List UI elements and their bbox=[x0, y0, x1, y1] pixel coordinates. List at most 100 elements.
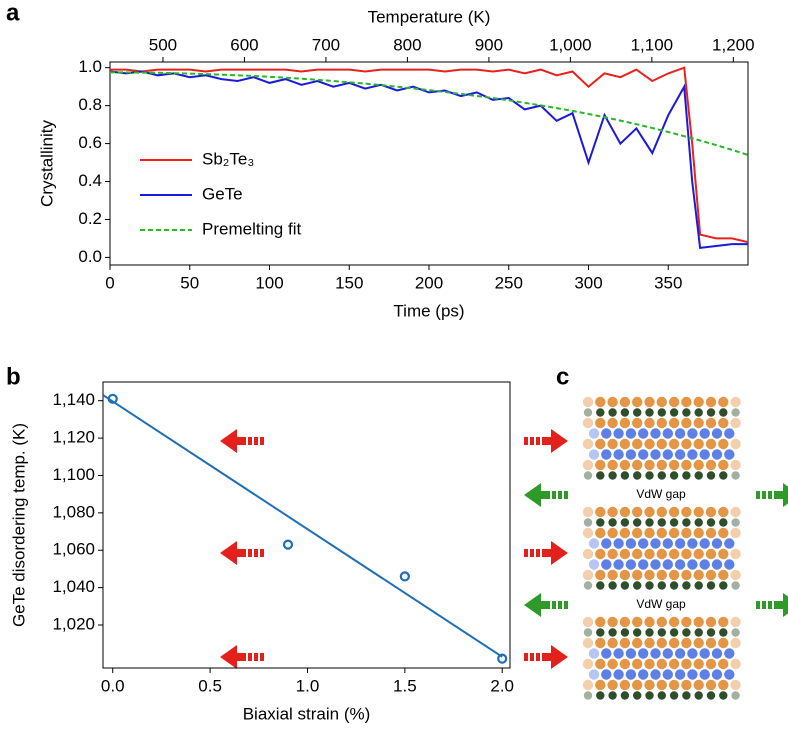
atom bbox=[638, 648, 649, 659]
atom bbox=[644, 438, 655, 450]
atom bbox=[595, 438, 606, 450]
arrow-dash bbox=[536, 549, 540, 557]
atom bbox=[657, 691, 666, 700]
atom bbox=[619, 459, 631, 471]
atom bbox=[731, 581, 740, 590]
atom bbox=[638, 669, 649, 680]
atom bbox=[693, 637, 704, 649]
atom bbox=[662, 669, 673, 680]
arrow-dash bbox=[768, 601, 772, 609]
arrow-dash bbox=[524, 549, 528, 557]
atom bbox=[633, 471, 642, 480]
atom bbox=[583, 518, 593, 527]
atom bbox=[644, 569, 655, 581]
atom bbox=[669, 518, 679, 527]
atom bbox=[619, 396, 631, 408]
atom bbox=[657, 628, 666, 637]
atom bbox=[724, 559, 735, 570]
data-line bbox=[110, 66, 748, 244]
atom bbox=[583, 628, 593, 637]
atom bbox=[724, 669, 735, 680]
atom bbox=[633, 408, 642, 417]
arrow-dash bbox=[260, 653, 264, 661]
arrow-shaft bbox=[778, 491, 784, 499]
arrow-dash bbox=[260, 437, 264, 445]
atom bbox=[687, 559, 698, 570]
atom bbox=[625, 449, 637, 460]
x2-tick-label: 600 bbox=[230, 35, 258, 54]
atom bbox=[650, 669, 661, 680]
atom bbox=[662, 648, 673, 659]
atom bbox=[730, 548, 741, 560]
arrow-dash bbox=[254, 549, 258, 557]
atom bbox=[681, 459, 692, 471]
arrow-dash bbox=[558, 601, 562, 609]
plot-frame bbox=[102, 381, 511, 669]
atom bbox=[583, 408, 593, 417]
arrow-head bbox=[220, 541, 237, 565]
atom bbox=[682, 471, 691, 480]
atom bbox=[613, 428, 624, 439]
atom bbox=[706, 628, 716, 637]
atom bbox=[645, 518, 654, 527]
atom bbox=[730, 417, 741, 429]
atom bbox=[656, 527, 667, 539]
atom bbox=[730, 527, 741, 539]
atom bbox=[595, 548, 606, 560]
data-line bbox=[110, 70, 748, 250]
x2-tick-label: 1,000 bbox=[549, 35, 592, 54]
arrow-dash bbox=[530, 549, 534, 557]
x-tick-label: 50 bbox=[180, 273, 199, 292]
x-tick-label: 100 bbox=[255, 273, 283, 292]
atom bbox=[633, 691, 642, 700]
arrow-head bbox=[783, 593, 788, 617]
atom bbox=[620, 408, 630, 417]
x-tick-label: 350 bbox=[654, 273, 682, 292]
data-point bbox=[282, 539, 294, 550]
arrow-dash bbox=[774, 491, 778, 499]
atom bbox=[650, 428, 661, 439]
arrow-shaft bbox=[540, 601, 546, 609]
atom bbox=[588, 669, 600, 680]
atom bbox=[699, 559, 710, 570]
y-tick-label: 1,120 bbox=[52, 428, 95, 447]
atom bbox=[638, 449, 649, 460]
atom bbox=[668, 506, 680, 518]
atom bbox=[699, 648, 710, 659]
y-tick-label: 1,020 bbox=[52, 614, 95, 633]
atom bbox=[613, 559, 624, 570]
atom bbox=[693, 548, 704, 560]
atom bbox=[681, 548, 692, 560]
atom bbox=[619, 438, 631, 450]
atom bbox=[625, 648, 637, 659]
atom bbox=[632, 527, 643, 539]
atom bbox=[588, 648, 600, 659]
atom bbox=[619, 679, 631, 691]
atom bbox=[607, 548, 618, 560]
x2-tick-label: 900 bbox=[475, 35, 503, 54]
atom bbox=[582, 658, 594, 670]
atom bbox=[711, 559, 723, 570]
arrow-dash bbox=[524, 437, 528, 445]
atom bbox=[607, 527, 618, 539]
atom bbox=[601, 648, 612, 659]
atom bbox=[731, 471, 740, 480]
x-tick-label: 200 bbox=[415, 273, 443, 292]
atom bbox=[674, 538, 686, 549]
atom bbox=[638, 559, 649, 570]
atom bbox=[731, 691, 740, 700]
atom bbox=[595, 527, 606, 539]
atom bbox=[682, 628, 691, 637]
atom bbox=[638, 538, 649, 549]
plot-area bbox=[103, 393, 508, 664]
atom bbox=[705, 548, 717, 560]
atom bbox=[699, 428, 710, 439]
atom bbox=[669, 581, 679, 590]
atom bbox=[682, 691, 691, 700]
fit-line bbox=[103, 394, 503, 658]
y-tick-label: 1,080 bbox=[52, 502, 95, 521]
arrow-dash bbox=[260, 549, 264, 557]
arrow-shaft bbox=[546, 549, 552, 557]
atom bbox=[705, 459, 717, 471]
